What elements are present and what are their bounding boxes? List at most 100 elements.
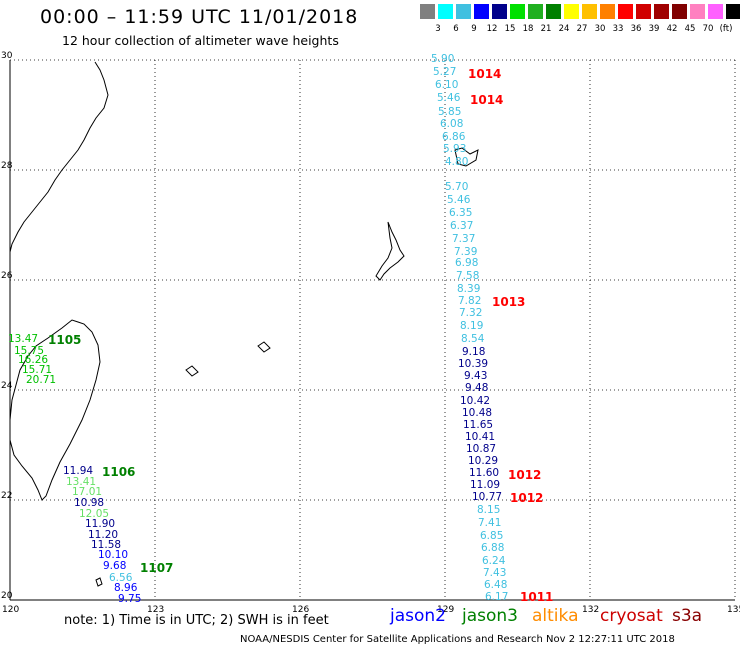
wave-height-label: 6.17 xyxy=(485,591,508,603)
satellite-altika: altika xyxy=(532,606,579,626)
kyushu-coastline xyxy=(9,61,109,253)
wave-height-label: 6.08 xyxy=(440,118,463,130)
lat-tick-label: 28 xyxy=(1,161,13,171)
coastlines xyxy=(9,61,479,587)
wave-height-label: 5.46 xyxy=(447,194,471,206)
taiwan-coastline xyxy=(9,319,101,501)
wave-height-label: 20.71 xyxy=(26,374,56,386)
footer-note: note: 1) Time is in UTC; 2) SWH is in fe… xyxy=(64,613,329,628)
legend-label: 27 xyxy=(576,24,588,34)
pressure-label: 1014 xyxy=(468,67,501,81)
legend-label: 15 xyxy=(504,24,516,34)
lon-tick-label: 135 xyxy=(727,605,740,615)
wave-height-label: 11.20 xyxy=(88,529,118,541)
legend-swatch xyxy=(600,4,615,19)
wave-height-label: 8.19 xyxy=(460,320,483,332)
wave-height-label: 12.05 xyxy=(79,508,109,520)
legend-label: 30 xyxy=(594,24,606,34)
legend-label: 3 xyxy=(435,24,441,34)
lon-tick-label: 126 xyxy=(292,605,309,615)
lon-tick-label: 120 xyxy=(2,605,19,615)
wave-height-label: 7.41 xyxy=(478,517,501,529)
wave-height-label: 9.48 xyxy=(465,382,488,394)
wave-height-label: 6.86 xyxy=(442,131,466,143)
wave-height-label: 11.90 xyxy=(85,518,115,530)
legend-label: 12 xyxy=(486,24,498,34)
legend-swatch xyxy=(636,4,651,19)
wave-height-label: 15.71 xyxy=(22,364,52,376)
island-miyako xyxy=(185,365,199,377)
pressure-labels: 1014 1014 1013 1012 1012 1011 1105 1106 1107 xyxy=(48,67,553,604)
legend-swatch xyxy=(546,4,561,19)
wave-height-label: 6.10 xyxy=(435,79,458,91)
wave-height-label: 10.29 xyxy=(468,455,498,467)
lat-tick-label: 20 xyxy=(1,591,13,601)
legend-swatch xyxy=(474,4,489,19)
legend-label: 70 xyxy=(702,24,714,34)
legend-label: 42 xyxy=(666,24,678,34)
wave-height-label: 15.75 xyxy=(14,345,44,357)
footer-credit: NOAA/NESDIS Center for Satellite Applica… xyxy=(240,634,675,645)
lat-tick-label: 26 xyxy=(1,271,13,281)
wave-height-label: 8.39 xyxy=(457,283,480,295)
wave-height-label: 7.58 xyxy=(456,270,479,282)
wave-height-label: 11.58 xyxy=(91,539,121,551)
pressure-label: 1105 xyxy=(48,333,81,347)
island-south xyxy=(95,577,103,587)
altimeter-tracks: 5.905.276.105.465.856.086.865.934.805.70… xyxy=(8,53,508,605)
legend-label: 45 xyxy=(684,24,696,34)
wave-height-label: 6.98 xyxy=(455,257,478,269)
wave-height-label: 6.85 xyxy=(480,530,503,542)
map-subtitle: 12 hour collection of altimeter wave hei… xyxy=(62,33,339,48)
wave-height-label: 4.80 xyxy=(445,156,468,168)
wave-height-label: 5.70 xyxy=(445,181,468,193)
pressure-label: 1012 xyxy=(510,491,543,505)
wave-height-label: 11.60 xyxy=(469,467,499,479)
wave-height-label: 10.77 xyxy=(472,491,502,503)
wave-height-label: 10.98 xyxy=(74,497,104,509)
legend-label: (ft) xyxy=(719,24,733,34)
wave-height-label: 10.87 xyxy=(466,443,496,455)
wave-height-label: 6.88 xyxy=(481,542,504,554)
legend-swatch xyxy=(654,4,669,19)
legend-label: 18 xyxy=(522,24,534,34)
wave-height-label: 13.41 xyxy=(66,476,96,488)
wave-height-label: 7.82 xyxy=(458,295,481,307)
legend-label: 36 xyxy=(630,24,642,34)
wave-height-label: 9.75 xyxy=(118,593,141,605)
legend-swatch xyxy=(618,4,633,19)
legend-label: 39 xyxy=(648,24,660,34)
pressure-label: 1012 xyxy=(508,468,541,482)
wave-height-label: 5.46 xyxy=(437,92,461,104)
lon-tick-label: 123 xyxy=(147,605,164,615)
wave-height-label: 7.37 xyxy=(452,233,475,245)
legend-swatch xyxy=(438,4,453,19)
wave-height-label: 17.01 xyxy=(72,486,102,498)
island-tanegashima xyxy=(454,147,479,167)
wave-height-label: 10.10 xyxy=(98,549,128,561)
island-amami xyxy=(375,221,405,281)
wave-height-label: 8.15 xyxy=(477,504,500,516)
wave-height-label: 11.09 xyxy=(470,479,500,491)
legend-label: 9 xyxy=(471,24,477,34)
wave-height-label: 9.68 xyxy=(103,560,126,572)
legend-swatch xyxy=(564,4,579,19)
wave-height-label: 6.35 xyxy=(449,207,472,219)
wave-height-label: 6.24 xyxy=(482,555,506,567)
wave-height-label: 10.39 xyxy=(458,358,488,370)
lat-lon-grid: 120 123 126 129 132 135 30 28 26 24 22 20 xyxy=(1,51,740,615)
wave-height-label: 7.43 xyxy=(483,567,506,579)
wave-height-label: 11.65 xyxy=(463,419,493,431)
legend-swatch xyxy=(726,4,740,19)
pressure-label: 1013 xyxy=(492,295,525,309)
legend-swatch xyxy=(708,4,723,19)
map-title: 00:00 – 11:59 UTC 11/01/2018 xyxy=(40,6,359,28)
wave-height-label: 6.56 xyxy=(109,572,133,584)
legend-label: 24 xyxy=(558,24,570,34)
lon-tick-label: 132 xyxy=(582,605,599,615)
wave-height-label: 5.27 xyxy=(433,66,456,78)
lon-tick-label: 129 xyxy=(437,605,454,615)
wave-height-label: 9.43 xyxy=(464,370,487,382)
pressure-label: 1011 xyxy=(520,590,553,604)
wave-height-label: 8.96 xyxy=(114,582,138,594)
